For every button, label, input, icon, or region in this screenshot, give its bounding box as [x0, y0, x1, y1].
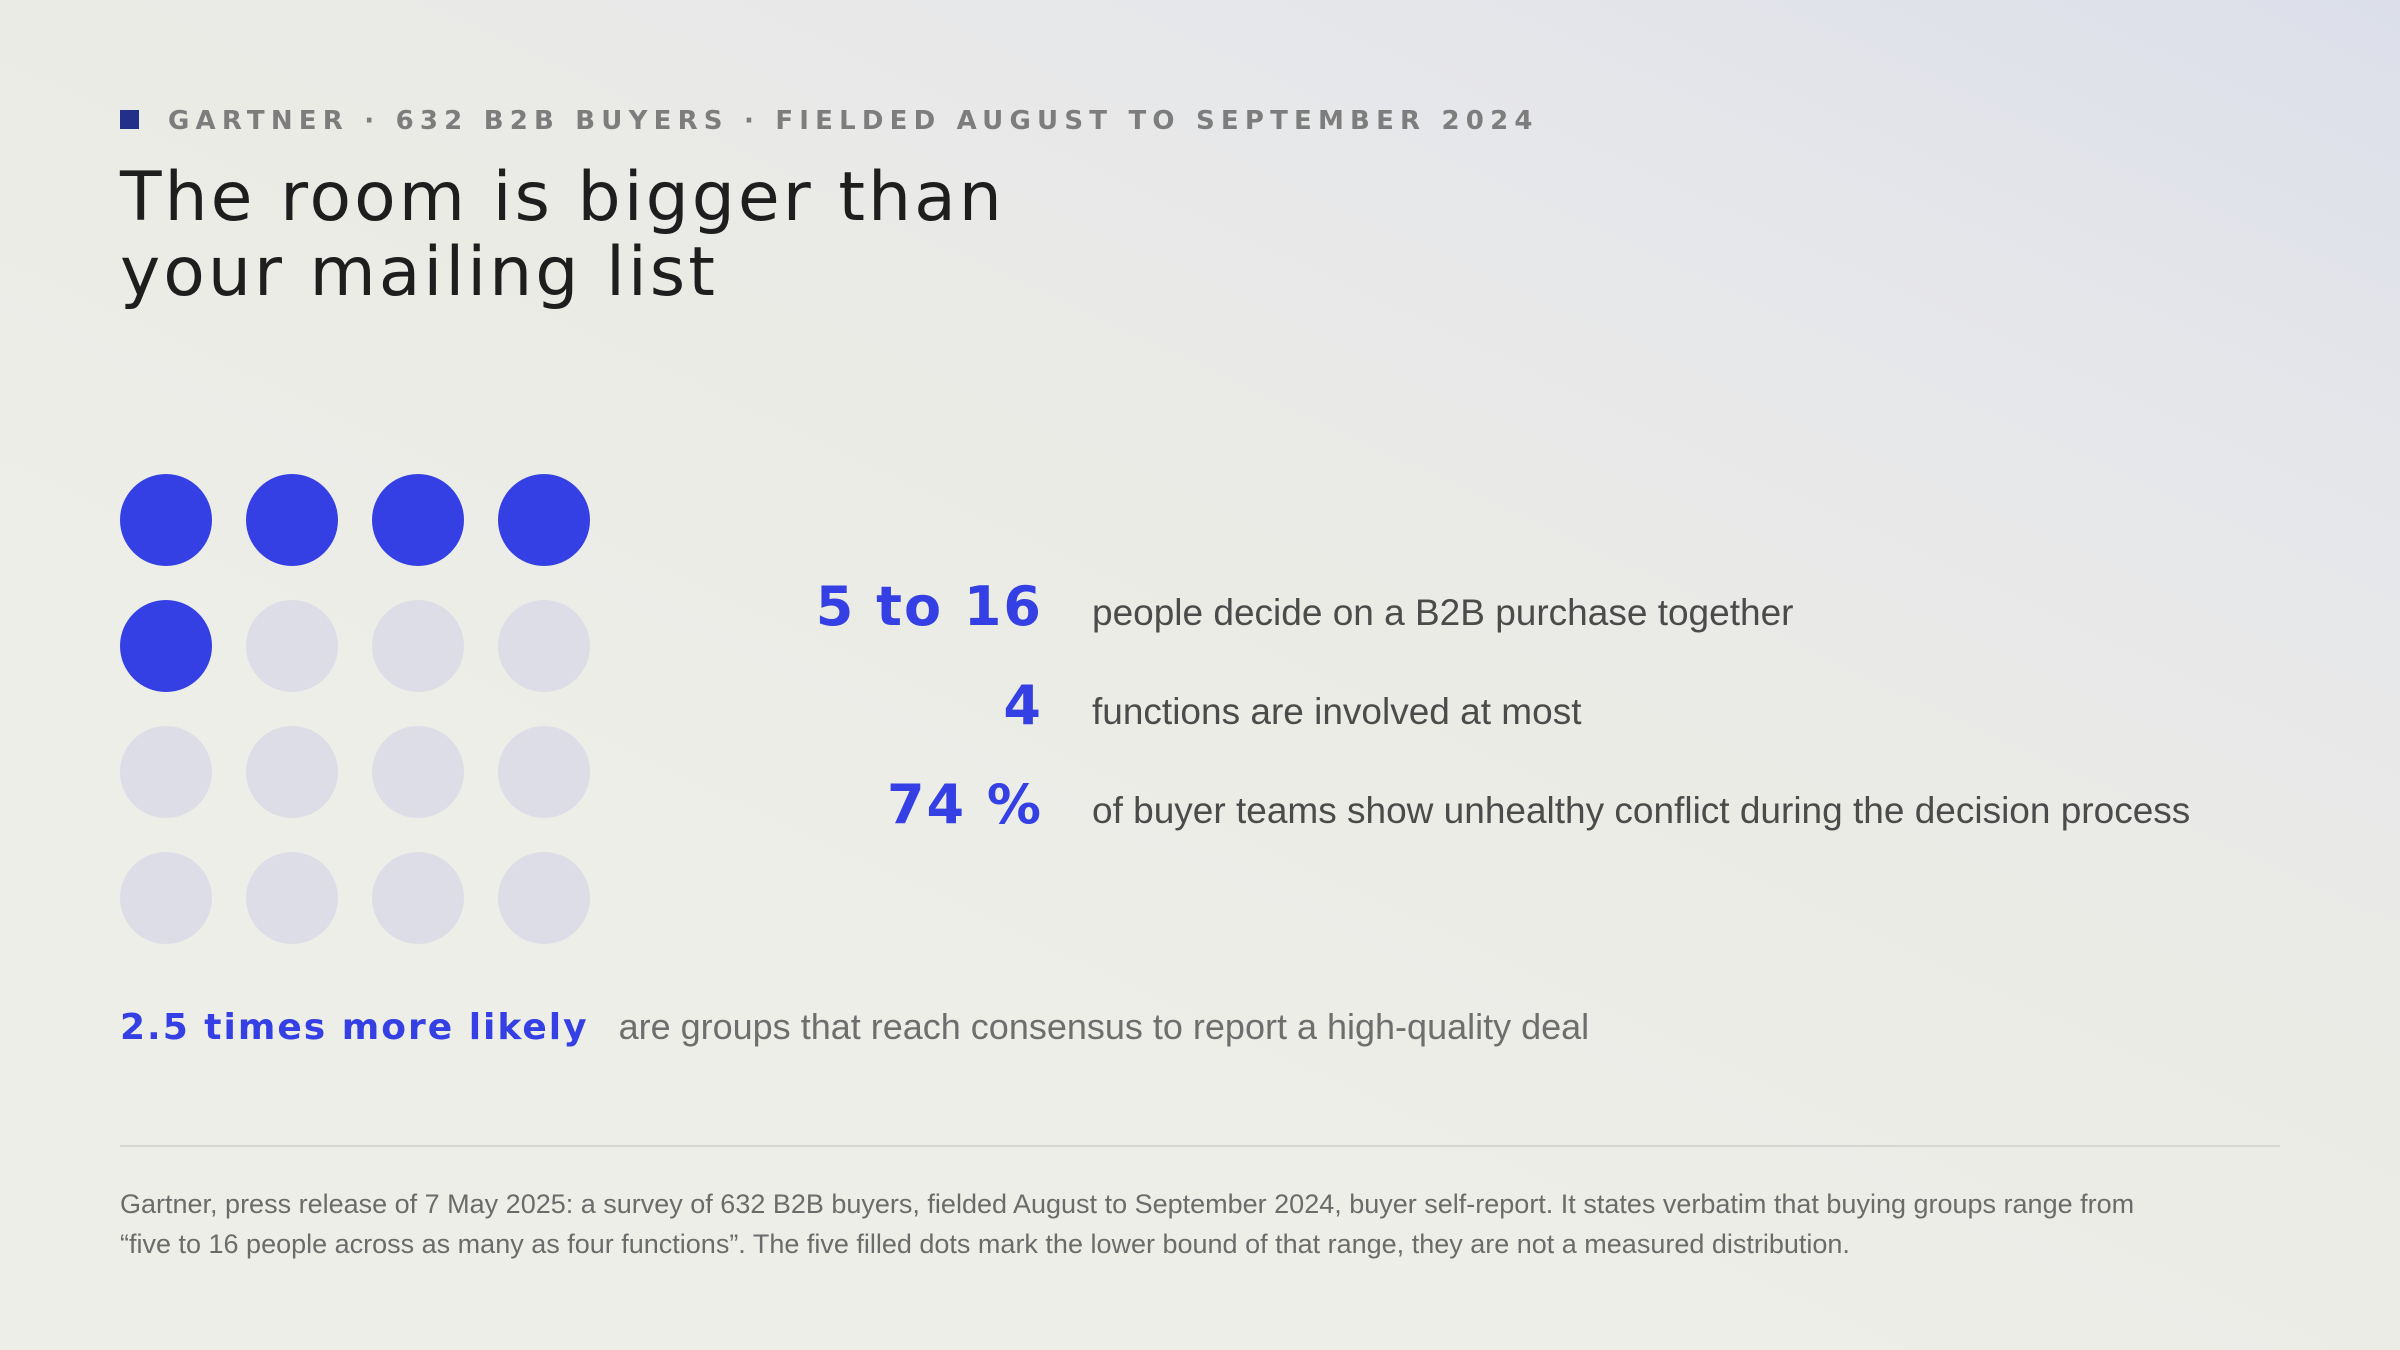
person-dot-empty	[372, 726, 464, 818]
title-line-1: The room is bigger than	[120, 158, 1005, 237]
stat-description: people decide on a B2B purchase together	[1092, 592, 1794, 633]
stat-value: 74 %	[886, 773, 1043, 836]
page-title: The room is bigger than your mailing lis…	[120, 160, 1005, 310]
stat-description: functions are involved at most	[1092, 691, 1582, 732]
consensus-highlight: 2.5 times more likely are groups that re…	[120, 1006, 1589, 1048]
eyebrow: GARTNER · 632 B2B BUYERS · FIELDED AUGUS…	[120, 106, 1539, 136]
person-dot-empty	[120, 726, 212, 818]
stat-functions: 4 functions are involved at most	[760, 674, 1581, 737]
person-dot-empty	[498, 852, 590, 944]
stat-description: of buyer teams show unhealthy conflict d…	[1092, 790, 2191, 831]
eyebrow-text: GARTNER · 632 B2B BUYERS · FIELDED AUGUS…	[168, 106, 1539, 136]
square-marker-icon	[120, 109, 139, 129]
person-dot-empty	[498, 726, 590, 818]
title-line-2: your mailing list	[120, 233, 718, 312]
person-dot-empty	[498, 600, 590, 692]
divider	[120, 1145, 2280, 1147]
highlight-description: are groups that reach consensus to repor…	[618, 1006, 1590, 1047]
person-dot-empty	[246, 852, 338, 944]
source-footnote: Gartner, press release of 7 May 2025: a …	[120, 1184, 2320, 1264]
stat-value: 4	[1003, 674, 1043, 737]
person-dot-filled	[246, 474, 338, 566]
person-dot-filled	[120, 474, 212, 566]
stat-group-size: 5 to 16 people decide on a B2B purchase …	[760, 575, 1794, 638]
highlight-value: 2.5 times more likely	[120, 1007, 589, 1048]
stat-value: 5 to 16	[815, 575, 1043, 638]
footnote-line-2: “five to 16 people across as many as fou…	[120, 1229, 1850, 1259]
person-dot-empty	[246, 726, 338, 818]
person-dot-filled	[372, 474, 464, 566]
person-dot-empty	[246, 600, 338, 692]
person-dot-filled	[498, 474, 590, 566]
footnote-line-1: Gartner, press release of 7 May 2025: a …	[120, 1189, 2135, 1219]
person-dot-empty	[372, 600, 464, 692]
people-dot-grid	[120, 474, 592, 944]
person-dot-filled	[120, 600, 212, 692]
stat-conflict: 74 % of buyer teams show unhealthy confl…	[760, 773, 2190, 836]
person-dot-empty	[372, 852, 464, 944]
person-dot-empty	[120, 852, 212, 944]
